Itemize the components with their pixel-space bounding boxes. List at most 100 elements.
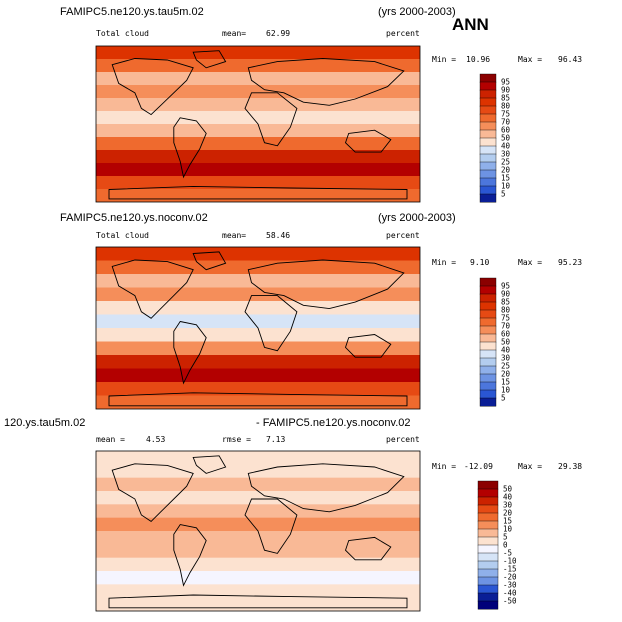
panel-3-frame <box>95 450 421 612</box>
colorbar-tick-label: 30 <box>501 354 511 363</box>
latitude-band <box>96 274 420 289</box>
colorbar-swatch <box>479 193 497 203</box>
latitude-band <box>96 341 420 356</box>
colorbar-swatch <box>479 349 497 359</box>
panel-1-mean-label: mean= <box>222 29 246 38</box>
colorbar-tick-label: 10 <box>503 525 513 534</box>
panel-3-rmse-label: rmse = <box>222 435 251 444</box>
latitude-band <box>96 247 420 262</box>
colorbar-swatch <box>479 73 497 83</box>
latitude-band <box>96 584 420 599</box>
colorbar-tick-label: 0 <box>503 541 508 550</box>
panel-2-years: (yrs 2000-2003) <box>378 212 456 224</box>
coastline <box>344 334 392 358</box>
colorbar-swatch <box>479 301 497 311</box>
colorbar-tick-label: 80 <box>501 306 511 315</box>
coastline <box>108 185 408 200</box>
coastline <box>244 92 298 147</box>
colorbar-tick-label: 40 <box>501 142 511 151</box>
panel-1-title: FAMIPC5.ne120.ys.tau5m.02 <box>60 6 204 18</box>
colorbar-swatch <box>477 528 499 538</box>
colorbar-swatch <box>479 357 497 367</box>
coastline <box>247 463 405 513</box>
colorbar-swatch <box>477 504 499 514</box>
colorbar-tick-label: 30 <box>503 501 513 510</box>
colorbar-swatch <box>479 97 497 107</box>
colorbar-swatch <box>477 600 499 610</box>
colorbar-swatch <box>479 333 497 343</box>
coastline <box>247 259 405 310</box>
colorbar-swatch <box>479 185 497 195</box>
colorbar-swatch <box>479 113 497 123</box>
colorbar-tick-label: 20 <box>503 509 513 518</box>
latitude-band <box>96 571 420 585</box>
coastline <box>247 58 405 106</box>
latitude-band <box>96 328 420 343</box>
colorbar-tick-label: 15 <box>501 174 510 183</box>
colorbar-tick-label: 85 <box>501 94 510 103</box>
colorbar-swatch <box>477 496 499 506</box>
colorbar-tick-label: 90 <box>501 290 511 299</box>
panel-1-mean-value: 62.99 <box>266 29 290 38</box>
colorbar-swatch <box>479 145 497 155</box>
panel-2-units: percent <box>386 231 420 240</box>
colorbar-swatch <box>479 89 497 99</box>
latitude-band <box>96 85 420 99</box>
colorbar-tick-label: 5 <box>503 533 508 542</box>
panel-3-max-value: 29.38 <box>558 462 582 471</box>
colorbar-tick-label: 5 <box>501 394 506 403</box>
coastline <box>111 463 194 522</box>
colorbar-swatch <box>479 341 497 351</box>
colorbar-tick-label: -40 <box>503 589 517 598</box>
colorbar-tick-label: 40 <box>503 493 513 502</box>
colorbar-swatch <box>479 397 497 407</box>
panel-1-coastlines <box>108 50 408 200</box>
latitude-band <box>96 163 420 177</box>
panel-3-title-right: - FAMIPC5.ne120.ys.noconv.02 <box>256 417 411 429</box>
colorbar-tick-label: 90 <box>501 86 511 95</box>
colorbar-swatch <box>479 161 497 171</box>
coastline <box>192 50 227 69</box>
latitude-band <box>96 301 420 316</box>
latitude-band <box>96 544 420 559</box>
latitude-band <box>96 287 420 302</box>
colorbar-swatch <box>477 576 499 586</box>
latitude-band <box>96 451 420 465</box>
coastline <box>173 117 207 179</box>
colorbar-swatch <box>479 373 497 383</box>
panel-2-coastlines <box>108 251 408 407</box>
coastline <box>344 536 392 561</box>
panel-3-min-label: Min = <box>432 462 456 471</box>
colorbar-tick-label: 40 <box>501 346 511 355</box>
panel-2: FAMIPC5.ne120.ys.noconv.02 (yrs 2000-200… <box>60 212 582 410</box>
panel-3-rmse-value: 7.13 <box>266 435 285 444</box>
colorbar-swatch <box>477 560 499 570</box>
colorbar-swatch <box>477 568 499 578</box>
colorbar-tick-label: 70 <box>501 322 511 331</box>
latitude-band <box>96 314 420 329</box>
latitude-band <box>96 46 420 60</box>
colorbar-tick-label: -30 <box>503 581 517 590</box>
colorbar-tick-label: 50 <box>501 338 511 347</box>
colorbar-tick-label: -10 <box>503 557 517 566</box>
latitude-band <box>96 98 420 112</box>
panel-2-field: Total cloud <box>96 231 149 240</box>
colorbar-tick-label: 20 <box>501 166 511 175</box>
colorbar-swatch <box>479 129 497 139</box>
colorbar-tick-label: 70 <box>501 118 511 127</box>
colorbar-tick-label: 85 <box>501 298 510 307</box>
latitude-band <box>96 477 420 492</box>
colorbar-tick-label: 95 <box>501 78 510 87</box>
panel-3-mean-value: 4.53 <box>146 435 165 444</box>
latitude-band <box>96 382 420 397</box>
panel-1-frame <box>95 45 421 203</box>
colorbar-swatch <box>479 365 497 375</box>
panel-3-title-left: 120.ys.tau5m.02 <box>4 417 85 429</box>
panel-3-min-value: -12.09 <box>464 462 493 471</box>
colorbar-swatch <box>479 105 497 115</box>
panel-1-max-label: Max = <box>518 55 542 64</box>
coastline <box>173 320 207 385</box>
colorbar-swatch <box>477 592 499 602</box>
